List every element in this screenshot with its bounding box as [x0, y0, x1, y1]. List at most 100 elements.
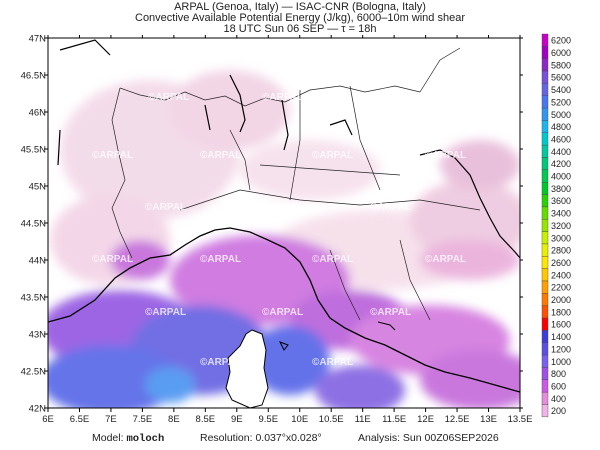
model-value: moloch [126, 433, 165, 445]
colorbar-swatch [541, 391, 549, 405]
colorbar-label: 5800 [551, 60, 571, 70]
watermark: ©ARPAL [312, 254, 353, 265]
coastlines [48, 149, 520, 393]
lat-tick-label: 43N [29, 330, 47, 341]
lon-tick-label: 12E [417, 414, 434, 425]
title-line-1: ARPAL (Genoa, Italy) — ISAC-CNR (Bologna… [174, 1, 426, 13]
watermark: ©ARPAL [145, 202, 186, 213]
watermark: ©ARPAL [425, 254, 466, 265]
colorbar-swatch [541, 107, 549, 121]
colorbar-label: 2200 [551, 283, 571, 293]
colorbar-label: 5200 [551, 97, 571, 107]
colorbar-swatch [541, 144, 549, 158]
lon-tick-label: 8E [168, 414, 180, 425]
cape-field [48, 70, 520, 408]
watermark: ©ARPAL [200, 357, 241, 368]
watermark: ©ARPAL [312, 357, 353, 368]
lat-tick-label: 47N [29, 34, 47, 45]
lat-tick-label: 45.5N [21, 145, 46, 156]
watermark: ©ARPAL [92, 254, 133, 265]
colorbar-label: 3400 [551, 209, 571, 219]
colorbar-swatch [541, 46, 549, 59]
colorbar-swatch [541, 169, 549, 183]
colorbar-label: 4000 [551, 172, 571, 182]
colorbar-label: 4800 [551, 122, 571, 132]
colorbar-swatch [541, 379, 549, 393]
colorbar-label: 2000 [551, 295, 571, 305]
lon-tick-label: 12.5E [445, 414, 470, 425]
colorbar-swatch [541, 206, 549, 220]
resolution-info: Resolution: 0.037°x0.028° [200, 432, 322, 444]
lon-tick-label: 9E [231, 414, 243, 425]
colorbar-label: 5000 [551, 110, 571, 120]
colorbar-swatch [541, 342, 549, 356]
colorbar-label: 3200 [551, 221, 571, 231]
watermark: ©ARPAL [200, 150, 241, 161]
colorbar-label: 3000 [551, 233, 571, 243]
model-info: Model: moloch [92, 432, 164, 445]
lon-tick-label: 13E [480, 414, 497, 425]
colorbar-label: 4600 [551, 134, 571, 144]
lon-tick-label: 7E [105, 414, 117, 425]
lon-tick-label: 10E [291, 414, 308, 425]
lat-tick-label: 46.5N [21, 71, 46, 82]
colorbar-swatch [541, 256, 549, 269]
colorbar-swatch [541, 58, 549, 72]
title-line-3: 18 UTC Sun 06 SEP — τ = 18h [223, 23, 377, 35]
watermarks: ©ARPAL ©ARPAL ©ARPAL ©ARPAL ©ARPAL ©ARPA… [92, 92, 466, 368]
colorbar-swatch [541, 120, 549, 133]
watermark: ©ARPAL [200, 254, 241, 265]
colorbar-label: 5400 [551, 85, 571, 95]
colorbar-swatch [541, 157, 549, 171]
colorbar-swatch [541, 280, 549, 294]
colorbar-label: 1600 [551, 320, 571, 330]
lakes [57, 39, 353, 166]
lat-tick-label: 44N [29, 256, 47, 267]
lon-tick-label: 9.5E [258, 414, 278, 425]
model-label: Model: [92, 432, 124, 444]
colorbar-swatch [541, 194, 549, 208]
colorbar-swatch [541, 231, 549, 245]
colorbar-swatch [541, 367, 549, 381]
latitude-axis: 47N 46.5N 46N 45.5N 45N 44.5N 44N 43.5N 43N 42.5N… [21, 34, 523, 415]
weather-map: ©ARPAL ©ARPAL ©ARPAL ©ARPAL ©ARPAL ©ARPA… [21, 33, 571, 426]
watermark: ©ARPAL [370, 202, 411, 213]
colorbar-swatch [541, 83, 549, 96]
corsica-island [225, 329, 269, 408]
colorbar-swatch [541, 330, 549, 343]
watermark: ©ARPAL [425, 150, 466, 161]
colorbar-swatch [541, 404, 549, 418]
colorbar-label: 800 [551, 369, 566, 379]
colorbar-label: 2600 [551, 258, 571, 268]
colorbar-label: 2400 [551, 270, 571, 280]
colorbar-label: 4200 [551, 159, 571, 169]
colorbar-swatch [541, 33, 549, 47]
lat-tick-label: 42.5N [21, 367, 46, 378]
lat-tick-label: 43.5N [21, 293, 46, 304]
colorbar-swatch [541, 219, 549, 232]
watermark: ©ARPAL [262, 92, 303, 103]
lon-tick-label: 8.5E [196, 414, 216, 425]
lon-tick-label: 11E [355, 414, 371, 425]
lat-tick-label: 46N [29, 108, 47, 119]
analysis-info: Analysis: Sun 00Z06SEP2026 [358, 432, 499, 444]
watermark: ©ARPAL [148, 92, 189, 103]
colorbar-label: 1800 [551, 307, 571, 317]
colorbar-swatch [541, 354, 549, 368]
lat-tick-label: 44.5N [21, 219, 46, 230]
lon-tick-label: 6.5E [70, 414, 90, 425]
colorbar-swatch [541, 317, 549, 331]
colorbar-swatch [541, 305, 549, 319]
colorbar-label: 1000 [551, 357, 571, 367]
lon-tick-label: 13.5E [508, 414, 533, 425]
colorbar-label: 4400 [551, 147, 571, 157]
colorbar-label: 200 [551, 406, 566, 416]
colorbar-label: 1200 [551, 344, 571, 354]
colorbar-label: 3600 [551, 196, 571, 206]
colorbar-swatch [541, 132, 549, 146]
colorbar-label: 600 [551, 381, 566, 391]
colorbar-swatch [541, 293, 549, 306]
lon-tick-label: 6E [42, 414, 54, 425]
watermark: ©ARPAL [312, 150, 353, 161]
colorbar-swatch [541, 70, 549, 84]
